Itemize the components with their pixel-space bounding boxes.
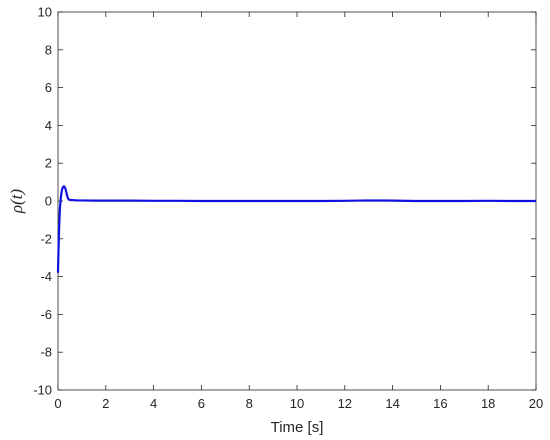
y-tick-label: 8 xyxy=(45,42,52,57)
x-axis-label: Time [s] xyxy=(271,419,324,436)
x-tick-label: 4 xyxy=(150,396,157,411)
x-tick-label: 12 xyxy=(338,396,352,411)
y-axis-ticks: -10 -8 -6 -4 -2 0 2 4 6 8 10 xyxy=(33,5,536,398)
x-tick-label: 0 xyxy=(54,396,61,411)
y-tick-label: -2 xyxy=(40,231,52,246)
y-tick-label: 4 xyxy=(45,118,52,133)
y-axis-label: ρ(t) xyxy=(7,189,26,215)
x-tick-label: 20 xyxy=(529,396,543,411)
y-tick-label: -10 xyxy=(33,383,52,398)
y-tick-label: 2 xyxy=(45,156,52,171)
x-tick-label: 14 xyxy=(385,396,399,411)
x-tick-label: 18 xyxy=(481,396,495,411)
series-layer xyxy=(56,185,536,273)
y-tick-label: 6 xyxy=(45,80,52,95)
x-tick-label: 8 xyxy=(246,396,253,411)
y-tick-label: -8 xyxy=(40,345,52,360)
y-tick-label: 0 xyxy=(45,194,52,209)
x-axis-ticks: 0 2 4 6 8 10 12 14 16 18 20 xyxy=(54,12,543,411)
x-tick-label: 16 xyxy=(433,396,447,411)
y-tick-label: -6 xyxy=(40,307,52,322)
series-line xyxy=(56,185,536,273)
x-tick-label: 2 xyxy=(102,396,109,411)
y-tick-label: 10 xyxy=(38,5,52,20)
x-tick-label: 10 xyxy=(290,396,304,411)
y-tick-label: -4 xyxy=(40,269,52,284)
x-tick-label: 6 xyxy=(198,396,205,411)
